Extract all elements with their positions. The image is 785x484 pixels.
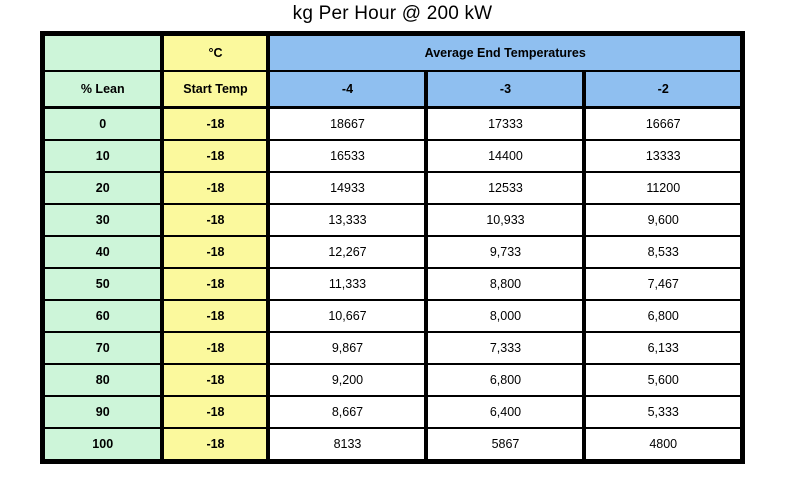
table-row: 100 -18 8133 5867 4800	[40, 427, 745, 463]
kg-per-hour-table: °C Average End Temperatures % Lean Start…	[39, 31, 745, 464]
corner-blank-cell	[40, 32, 165, 72]
end-temp-header-minus3: -3	[424, 70, 587, 109]
kg-per-hour-value-cell: 7,333	[424, 331, 587, 365]
table-row: 60 -18 10,667 8,000 6,800	[40, 299, 745, 333]
kg-per-hour-value-cell: 9,200	[266, 363, 429, 397]
kg-per-hour-value-cell: 6,133	[582, 331, 745, 365]
start-temp-value-cell: -18	[160, 363, 271, 397]
table-body: 0 -18 18667 17333 16667 10 -18 16533 144…	[40, 106, 745, 463]
kg-per-hour-value-cell: 8,667	[266, 395, 429, 429]
kg-per-hour-value-cell: 16533	[266, 139, 429, 173]
start-temp-value-cell: -18	[160, 267, 271, 301]
start-temp-value-cell: -18	[160, 203, 271, 237]
start-temp-value-cell: -18	[160, 139, 271, 173]
kg-per-hour-value-cell: 8,000	[424, 299, 587, 333]
kg-per-hour-value-cell: 13,333	[266, 203, 429, 237]
kg-per-hour-value-cell: 9,600	[582, 203, 745, 237]
start-temp-value-cell: -18	[160, 235, 271, 269]
kg-per-hour-value-cell: 4800	[582, 427, 745, 463]
kg-per-hour-value-cell: 9,733	[424, 235, 587, 269]
table-row: 70 -18 9,867 7,333 6,133	[40, 331, 745, 365]
kg-per-hour-value-cell: 16667	[582, 106, 745, 141]
table-row: 50 -18 11,333 8,800 7,467	[40, 267, 745, 301]
lean-value-cell: 60	[40, 299, 165, 333]
kg-per-hour-value-cell: 17333	[424, 106, 587, 141]
kg-per-hour-value-cell: 6,400	[424, 395, 587, 429]
table-row: 10 -18 16533 14400 13333	[40, 139, 745, 173]
lean-value-cell: 50	[40, 267, 165, 301]
start-temp-value-cell: -18	[160, 331, 271, 365]
lean-column-header: % Lean	[40, 70, 165, 109]
unit-header-cell: °C	[160, 32, 271, 72]
kg-per-hour-value-cell: 12533	[424, 171, 587, 205]
end-temp-header-minus4: -4	[266, 70, 429, 109]
table-row: 40 -18 12,267 9,733 8,533	[40, 235, 745, 269]
header-row-units: °C Average End Temperatures	[40, 32, 745, 72]
page-title: kg Per Hour @ 200 kW	[292, 3, 493, 24]
start-temp-value-cell: -18	[160, 299, 271, 333]
kg-per-hour-value-cell: 14400	[424, 139, 587, 173]
kg-per-hour-value-cell: 10,933	[424, 203, 587, 237]
kg-per-hour-value-cell: 8133	[266, 427, 429, 463]
header-row-columns: % Lean Start Temp -4 -3 -2	[40, 70, 745, 109]
start-temp-value-cell: -18	[160, 427, 271, 463]
kg-per-hour-value-cell: 6,800	[424, 363, 587, 397]
start-temp-value-cell: -18	[160, 171, 271, 205]
kg-per-hour-value-cell: 13333	[582, 139, 745, 173]
start-temp-column-header: Start Temp	[160, 70, 271, 109]
start-temp-value-cell: -18	[160, 106, 271, 141]
lean-value-cell: 0	[40, 106, 165, 141]
table-row: 0 -18 18667 17333 16667	[40, 106, 745, 141]
kg-per-hour-value-cell: 6,800	[582, 299, 745, 333]
kg-per-hour-value-cell: 14933	[266, 171, 429, 205]
table-header: °C Average End Temperatures % Lean Start…	[40, 32, 745, 109]
table-row: 30 -18 13,333 10,933 9,600	[40, 203, 745, 237]
kg-per-hour-value-cell: 5867	[424, 427, 587, 463]
end-temps-group-header: Average End Temperatures	[266, 32, 745, 72]
lean-value-cell: 10	[40, 139, 165, 173]
kg-per-hour-value-cell: 11,333	[266, 267, 429, 301]
start-temp-value-cell: -18	[160, 395, 271, 429]
kg-per-hour-value-cell: 7,467	[582, 267, 745, 301]
lean-value-cell: 100	[40, 427, 165, 463]
end-temp-header-minus2: -2	[582, 70, 745, 109]
kg-per-hour-value-cell: 8,533	[582, 235, 745, 269]
lean-value-cell: 80	[40, 363, 165, 397]
table-row: 80 -18 9,200 6,800 5,600	[40, 363, 745, 397]
lean-value-cell: 30	[40, 203, 165, 237]
kg-per-hour-value-cell: 5,333	[582, 395, 745, 429]
table-row: 90 -18 8,667 6,400 5,333	[40, 395, 745, 429]
kg-per-hour-value-cell: 10,667	[266, 299, 429, 333]
kg-per-hour-value-cell: 11200	[582, 171, 745, 205]
table-row: 20 -18 14933 12533 11200	[40, 171, 745, 205]
lean-value-cell: 90	[40, 395, 165, 429]
kg-per-hour-value-cell: 8,800	[424, 267, 587, 301]
kg-per-hour-value-cell: 12,267	[266, 235, 429, 269]
kg-per-hour-value-cell: 5,600	[582, 363, 745, 397]
lean-value-cell: 20	[40, 171, 165, 205]
lean-value-cell: 70	[40, 331, 165, 365]
lean-value-cell: 40	[40, 235, 165, 269]
kg-per-hour-value-cell: 18667	[266, 106, 429, 141]
kg-per-hour-value-cell: 9,867	[266, 331, 429, 365]
